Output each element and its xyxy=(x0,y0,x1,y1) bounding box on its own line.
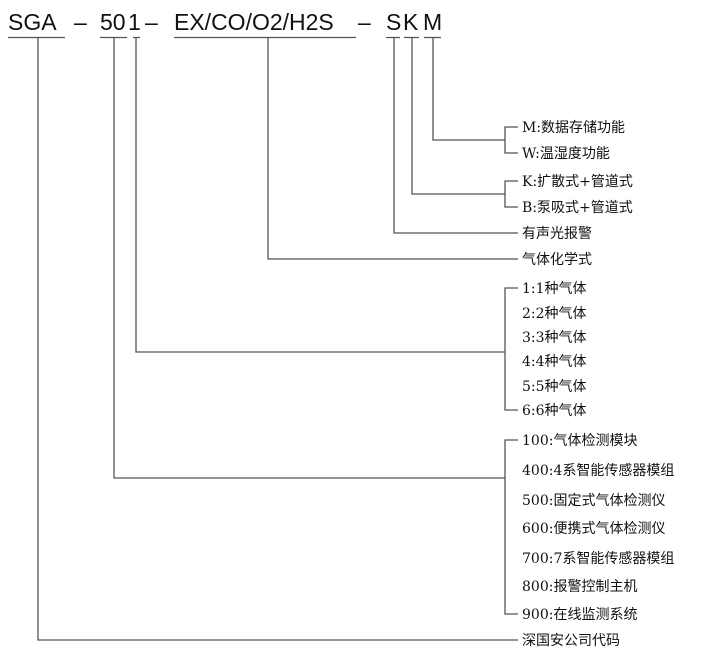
company-label: 深国安公司代码 xyxy=(522,633,620,649)
code-dash: – xyxy=(358,9,371,35)
gas-count-option: 4:4种气体 xyxy=(522,354,587,370)
series-option: 700:7系智能传感器模组 xyxy=(522,550,674,567)
gas-count-option: 2:2种气体 xyxy=(522,306,587,322)
connector-lines xyxy=(8,36,518,641)
gas-count-option: 1:1种气体 xyxy=(522,281,587,297)
code-s: S xyxy=(386,9,401,35)
gas-count-option: 5:5种气体 xyxy=(522,379,587,395)
code-series: 50 xyxy=(100,9,126,35)
alarm-label: 有声光报警 xyxy=(522,226,592,242)
gas-formula-label: 气体化学式 xyxy=(522,252,592,268)
code-k: K xyxy=(403,9,419,35)
code-dash: – xyxy=(74,9,87,35)
series-option: 600:便携式气体检测仪 xyxy=(522,521,665,537)
code-prefix: SGA xyxy=(8,9,57,35)
code-gases: EX/CO/O2/H2S xyxy=(174,9,334,35)
mount-option: K:扩散式+管道式 xyxy=(522,174,633,190)
series-option: 500:固定式气体检测仪 xyxy=(522,493,665,509)
gas-count-option: 6:6种气体 xyxy=(522,403,587,419)
series-option: 800:报警控制主机 xyxy=(522,579,637,595)
mount-option: B:泵吸式+管道式 xyxy=(522,200,633,216)
series-option: 100:气体检测模块 xyxy=(522,433,637,449)
code-gas-count: 1 xyxy=(128,9,141,35)
function-option: W:温湿度功能 xyxy=(522,146,610,162)
code-m: M xyxy=(423,9,442,35)
series-option: 400:4系智能传感器模组 xyxy=(522,462,674,479)
series-option: 900:在线监测系统 xyxy=(522,607,637,623)
gas-count-option: 3:3种气体 xyxy=(522,330,587,346)
code-dash: – xyxy=(145,9,158,35)
function-option: M:数据存储功能 xyxy=(522,120,625,136)
